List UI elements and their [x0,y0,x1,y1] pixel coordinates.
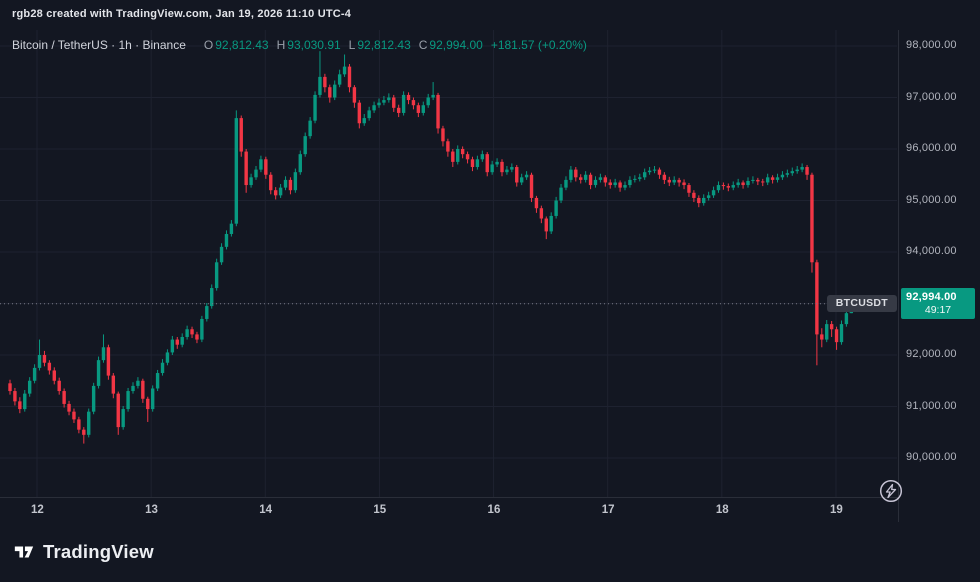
price-axis-label: 92,000.00 [906,348,957,360]
price-axis-label: 98,000.00 [906,39,957,51]
close-label: C [418,38,428,52]
tradingview-logo[interactable]: TradingView [13,541,154,563]
close-value: 92,994.00 [429,38,483,52]
high-value: 93,030.91 [287,38,341,52]
symbol-name-label: BTCUSDT [826,294,897,312]
bar-countdown: 49:17 [924,303,952,316]
high-label: H [276,38,286,52]
tradingview-mark-icon [14,546,34,558]
quick-action-lightning-button[interactable] [878,478,904,504]
price-axis-label: 97,000.00 [906,90,957,103]
price-axis-label: 95,000.00 [906,193,957,206]
last-price-value: 92,994.00 [906,290,957,303]
chart-legend: Bitcoin / TetherUS · 1h · Binance O 92,8… [12,38,587,52]
time-axis-label: 18 [715,504,729,516]
time-axis-label: 15 [373,504,387,516]
open-label: O [203,38,214,52]
price-axis-label: 90,000.00 [906,451,957,463]
time-axis-label: 14 [259,504,273,516]
lightning-icon [885,483,897,499]
change-value: +181.57 (+0.20%) [490,38,587,52]
symbol-title[interactable]: Bitcoin / TetherUS · 1h · Binance [12,38,186,52]
price-axis-label: 96,000.00 [906,142,957,154]
low-value: 92,812.43 [357,38,411,52]
circle-outline [879,479,903,503]
low-label: L [348,38,356,52]
price-axis-label: 91,000.00 [906,399,957,412]
time-axis-label: 17 [601,504,615,516]
open-value: 92,812.43 [215,38,269,52]
time-axis-label: 12 [31,504,44,516]
time-axis-label: 13 [145,504,158,516]
time-axis-label: 16 [487,504,501,516]
price-axis-label: 94,000.00 [906,245,957,257]
last-price-label: 92,994.00 49:17 [901,287,975,319]
time-axis-label: 19 [829,504,843,516]
tradingview-wordmark: TradingView [43,541,154,562]
snapshot-caption: rgb28 created with TradingView.com, Jan … [12,8,352,20]
